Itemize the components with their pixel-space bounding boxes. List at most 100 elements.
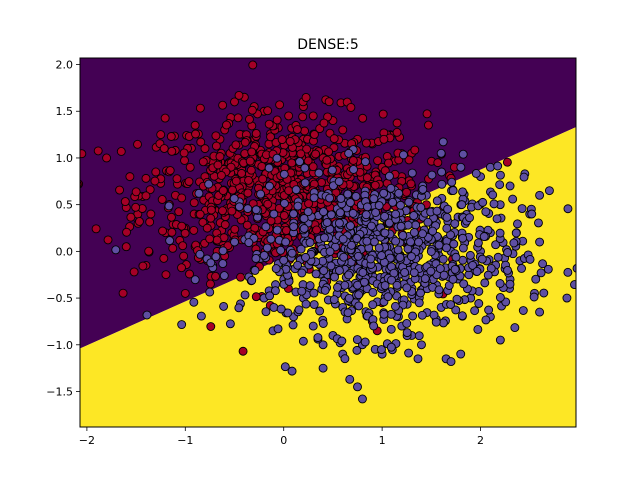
point-class-1	[495, 170, 505, 180]
point-class-1	[435, 264, 445, 274]
point-class-0	[392, 127, 402, 137]
point-class-0	[134, 217, 144, 226]
point-class-1	[225, 319, 235, 329]
point-class-1	[471, 169, 481, 178]
point-class-0	[167, 146, 177, 156]
point-class-1	[535, 307, 545, 317]
point-class-1	[474, 299, 484, 308]
point-class-1	[391, 209, 401, 219]
point-class-1	[387, 275, 396, 285]
point-class-0	[80, 149, 87, 159]
point-class-1	[417, 310, 427, 320]
point-class-1	[446, 357, 456, 367]
point-class-0	[258, 174, 268, 184]
point-class-0	[422, 109, 432, 119]
point-class-1	[400, 268, 410, 277]
point-class-1	[393, 245, 403, 255]
point-class-1	[330, 272, 339, 282]
point-class-1	[352, 234, 362, 243]
point-class-1	[358, 268, 368, 277]
point-class-1	[562, 293, 572, 303]
point-class-1	[265, 291, 275, 301]
point-class-0	[218, 100, 228, 110]
point-class-1	[404, 348, 414, 358]
point-class-1	[305, 281, 315, 291]
point-class-1	[377, 251, 387, 261]
point-class-1	[206, 258, 216, 268]
point-class-1	[377, 345, 386, 355]
point-class-1	[446, 230, 455, 240]
point-class-0	[272, 115, 282, 125]
point-class-0	[131, 202, 141, 212]
point-class-1	[423, 217, 433, 227]
point-class-1	[383, 292, 393, 302]
point-class-0	[284, 186, 294, 196]
point-class-1	[345, 221, 355, 231]
point-class-1	[380, 211, 390, 221]
point-class-1	[309, 300, 319, 309]
point-class-0	[91, 224, 101, 234]
point-class-1	[293, 201, 303, 211]
point-class-1	[329, 295, 339, 305]
point-class-1	[352, 345, 362, 355]
point-class-0	[138, 261, 148, 271]
point-class-0	[202, 223, 212, 233]
point-class-1	[426, 247, 436, 256]
point-class-0	[145, 217, 155, 227]
point-class-0	[245, 156, 255, 166]
point-class-0	[346, 102, 356, 112]
point-class-1	[438, 254, 448, 264]
point-class-1	[394, 188, 404, 198]
point-class-1	[247, 276, 257, 285]
point-class-1	[269, 302, 279, 312]
point-class-0	[172, 174, 182, 184]
point-class-0	[324, 97, 334, 107]
point-class-0	[161, 270, 171, 280]
point-class-1	[165, 236, 175, 246]
point-class-1	[229, 194, 239, 203]
point-class-0	[116, 147, 126, 156]
point-class-0	[308, 111, 318, 121]
point-class-0	[166, 212, 176, 222]
point-class-1	[218, 259, 228, 269]
point-class-1	[369, 194, 379, 204]
point-class-1	[418, 229, 427, 239]
point-class-1	[319, 207, 328, 217]
point-class-1	[309, 288, 319, 298]
point-class-1	[563, 204, 573, 214]
point-class-1	[269, 209, 279, 219]
point-class-1	[318, 319, 328, 328]
point-class-1	[495, 279, 505, 288]
point-class-0	[264, 119, 274, 129]
point-class-0	[196, 137, 206, 147]
point-class-1	[219, 301, 229, 311]
point-class-0	[378, 109, 388, 119]
point-class-1	[300, 163, 310, 173]
y-tick-label: 0.0	[56, 245, 74, 258]
point-class-0	[362, 173, 372, 183]
point-class-0	[131, 187, 141, 197]
point-class-1	[334, 266, 344, 275]
point-class-0	[180, 156, 189, 165]
point-class-1	[281, 237, 291, 247]
point-class-1	[543, 264, 553, 274]
point-class-1	[340, 280, 350, 290]
point-class-0	[122, 227, 132, 237]
point-class-1	[448, 274, 458, 284]
point-class-1	[322, 218, 332, 227]
point-class-1	[472, 267, 482, 276]
point-class-1	[411, 220, 421, 230]
point-class-0	[231, 176, 241, 186]
point-class-0	[213, 160, 223, 170]
point-class-1	[518, 306, 528, 315]
point-class-1	[343, 189, 353, 199]
point-class-1	[297, 286, 307, 296]
point-class-1	[432, 196, 442, 206]
point-class-1	[319, 266, 329, 276]
point-class-1	[395, 252, 405, 262]
point-class-0	[284, 111, 294, 121]
point-class-1	[473, 325, 483, 334]
point-class-1	[398, 230, 408, 240]
point-class-0	[126, 212, 136, 222]
point-class-1	[357, 394, 367, 404]
